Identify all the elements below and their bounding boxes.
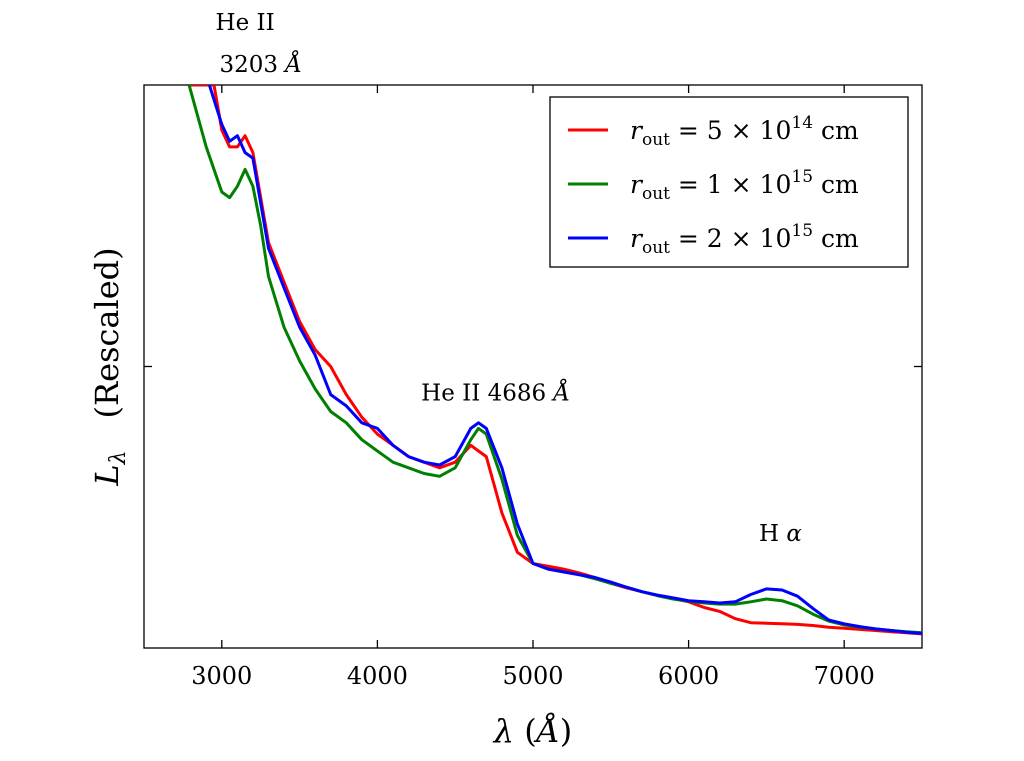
axis-ticks: 3000 4000 5000 6000 7000: [144, 85, 922, 690]
annotation-he2-3203-line1: He II: [216, 10, 275, 36]
legend-box: [549, 96, 909, 268]
series-line-3: [207, 85, 922, 635]
annotation-he2-4686: He II 4686 Å: [421, 378, 570, 406]
x-axis-label: λ (Å): [492, 712, 573, 750]
annotation-h-alpha: H α: [759, 521, 802, 547]
legend-label-2: rout = 1 × 1015 cm: [630, 167, 859, 204]
x-tick-label-7000: 7000: [814, 662, 875, 690]
series-line-1: [189, 85, 922, 636]
x-tick-label-5000: 5000: [502, 662, 563, 690]
x-tick-label-3000: 3000: [191, 662, 252, 690]
annotation-he2-3203-line2: 3203 Å: [219, 50, 301, 78]
annotations-layer: He II 3203 Å He II 4686 Å H α: [216, 10, 803, 547]
y-axis-label: Lλ (Rescaled): [88, 247, 131, 486]
x-axis-label-text: λ (Å): [492, 712, 573, 750]
legend: rout = 5 × 1014 cm rout = 1 × 1015 cm rout…: [549, 96, 909, 268]
legend-label-3: rout = 2 × 1015 cm: [630, 221, 859, 258]
x-tick-label-4000: 4000: [347, 662, 408, 690]
series-line-2: [187, 85, 922, 635]
legend-label-1: rout = 5 × 1014 cm: [630, 113, 859, 150]
series-layer: [187, 85, 922, 636]
x-tick-label-6000: 6000: [658, 662, 719, 690]
y-axis-label-text: Lλ (Rescaled): [88, 247, 131, 486]
